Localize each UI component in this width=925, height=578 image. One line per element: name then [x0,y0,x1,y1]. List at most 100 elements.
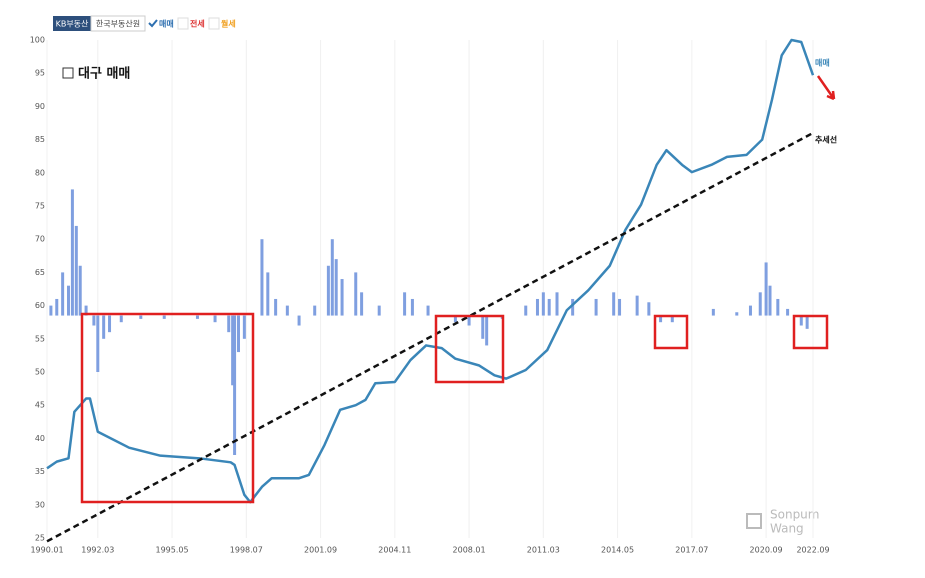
bar [799,315,803,326]
bar [618,298,622,316]
x-tick-label: 2008.01 [453,546,486,555]
x-tick-label: 1995.05 [156,546,189,555]
bar [524,305,528,316]
bar [78,265,82,316]
line [46,38,815,504]
bar [55,298,59,316]
bar [49,305,53,316]
bar [635,295,639,316]
bar [735,312,739,316]
bar [403,292,407,316]
bar [647,302,651,316]
bar [313,305,317,316]
y-tick-label: 65 [35,268,45,277]
check-icon [148,19,158,28]
highlight-box [80,312,255,504]
bar [594,298,598,316]
y-tick-label: 70 [35,235,45,244]
x-tick-label: 2014.05 [601,546,634,555]
bar [555,292,559,316]
y-tick-label: 50 [35,368,45,377]
y-tick-label: 90 [35,102,45,111]
y-tick-label: 40 [35,434,45,443]
x-tick-label: 1998.07 [230,546,263,555]
bar [227,315,231,333]
bar [285,305,289,316]
highlight-box [434,314,505,384]
tab[interactable]: KB부동산 [56,19,89,29]
highlight-box [653,314,689,350]
x-tick-label: 2017.07 [675,546,708,555]
y-tick-label: 100 [30,36,45,45]
bar [805,315,809,329]
arrow [816,75,836,101]
x-tick-label: 2022.09 [796,546,829,555]
bar [139,315,143,319]
bar [260,239,264,316]
bar [233,315,237,455]
bar [102,315,106,339]
bar [274,298,278,316]
bar [670,315,674,323]
bar [84,305,88,316]
bar [659,315,663,323]
bar [410,298,414,316]
x-tick-label: 1990.01 [30,546,63,555]
bar [547,298,551,316]
x-tick-label: 2004.11 [378,546,411,555]
bar [213,315,217,323]
bar [70,189,74,316]
bar [377,305,381,316]
bar [330,239,334,316]
bar [108,315,112,333]
bar [237,315,240,353]
title-icon [62,67,74,79]
plot: 25 30 35 40 45 50 55 60 65 70 75 80 85 90 95 100 1990.01… [30,36,830,555]
bar [66,285,70,316]
watermark-icon [746,513,762,529]
bar [334,259,338,316]
bar [571,298,575,316]
bar [768,285,772,316]
bar [453,315,457,323]
tab-bg [90,15,146,32]
bar [711,308,715,316]
bar [485,315,489,346]
bar [162,315,166,319]
x-tick-label: 2011.03 [527,546,560,555]
tab[interactable]: 월세 [221,19,236,29]
bar [354,272,358,316]
highlight-box [792,314,829,350]
tab[interactable]: 한국부동산원 [96,19,140,29]
y-tick-label: 45 [35,401,45,410]
bar [96,315,100,372]
bar [758,292,762,316]
y-tick-label: 75 [35,202,45,211]
checkbox[interactable] [208,17,220,30]
x-tick-label: 1992.03 [81,546,114,555]
tab[interactable]: 매매 [159,19,174,29]
bar [61,272,65,316]
y-tick-label: 95 [35,69,45,78]
y-tick-label: 85 [35,135,45,144]
bar [340,279,344,316]
bar [297,315,301,326]
y-tick-label: 55 [35,334,45,343]
series-label: 매매 [815,58,830,68]
checkbox[interactable] [177,17,189,30]
bar [481,315,485,339]
bar [467,315,471,326]
bar [119,315,123,323]
bar [541,292,545,316]
bar [326,265,330,316]
bar [776,298,780,316]
y-tick-label: 80 [35,168,45,177]
bar [92,315,96,326]
bar [242,315,246,339]
chart-title: 대구 매매 [78,67,130,82]
bar [764,262,768,316]
tab[interactable]: 전세 [190,19,205,29]
x-tick-label: 2001.09 [304,546,337,555]
trend-line [46,131,814,543]
